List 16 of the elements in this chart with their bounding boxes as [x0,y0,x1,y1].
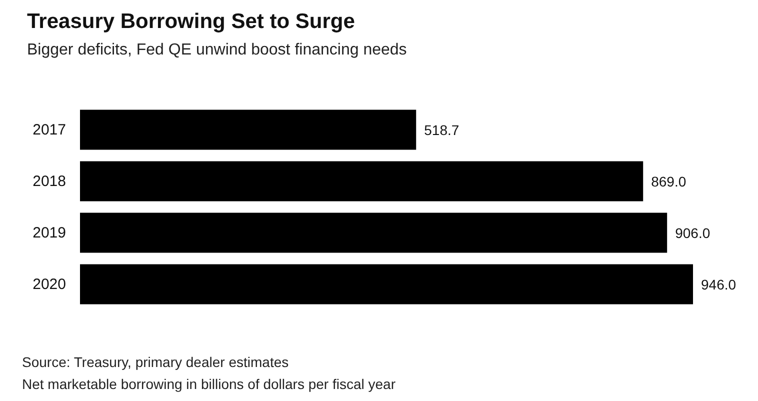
data-label: 906.0 [675,224,710,241]
bar [80,264,694,304]
data-label: 518.7 [424,122,460,138]
y-tick-label: 2018 [32,172,66,190]
data-label: 946.0 [701,276,736,292]
y-tick-label: 2019 [32,224,66,242]
bar [80,161,644,202]
bar [80,110,416,150]
y-tick-label: 2020 [32,276,66,293]
chart-subtitle: Bigger deficits, Fed QE unwind boost financing needs [27,42,407,58]
text: Net marketable borrowing in billions of dollars per fiscal year [22,376,396,392]
data-label: 869.0 [651,173,686,190]
chart-title: Treasury Borrowing Set to Surge [27,10,355,33]
bar [80,212,668,253]
source-note: Source: Treasury, primary dealer estimates [22,354,289,370]
y-tick-label: 2017 [32,121,66,138]
